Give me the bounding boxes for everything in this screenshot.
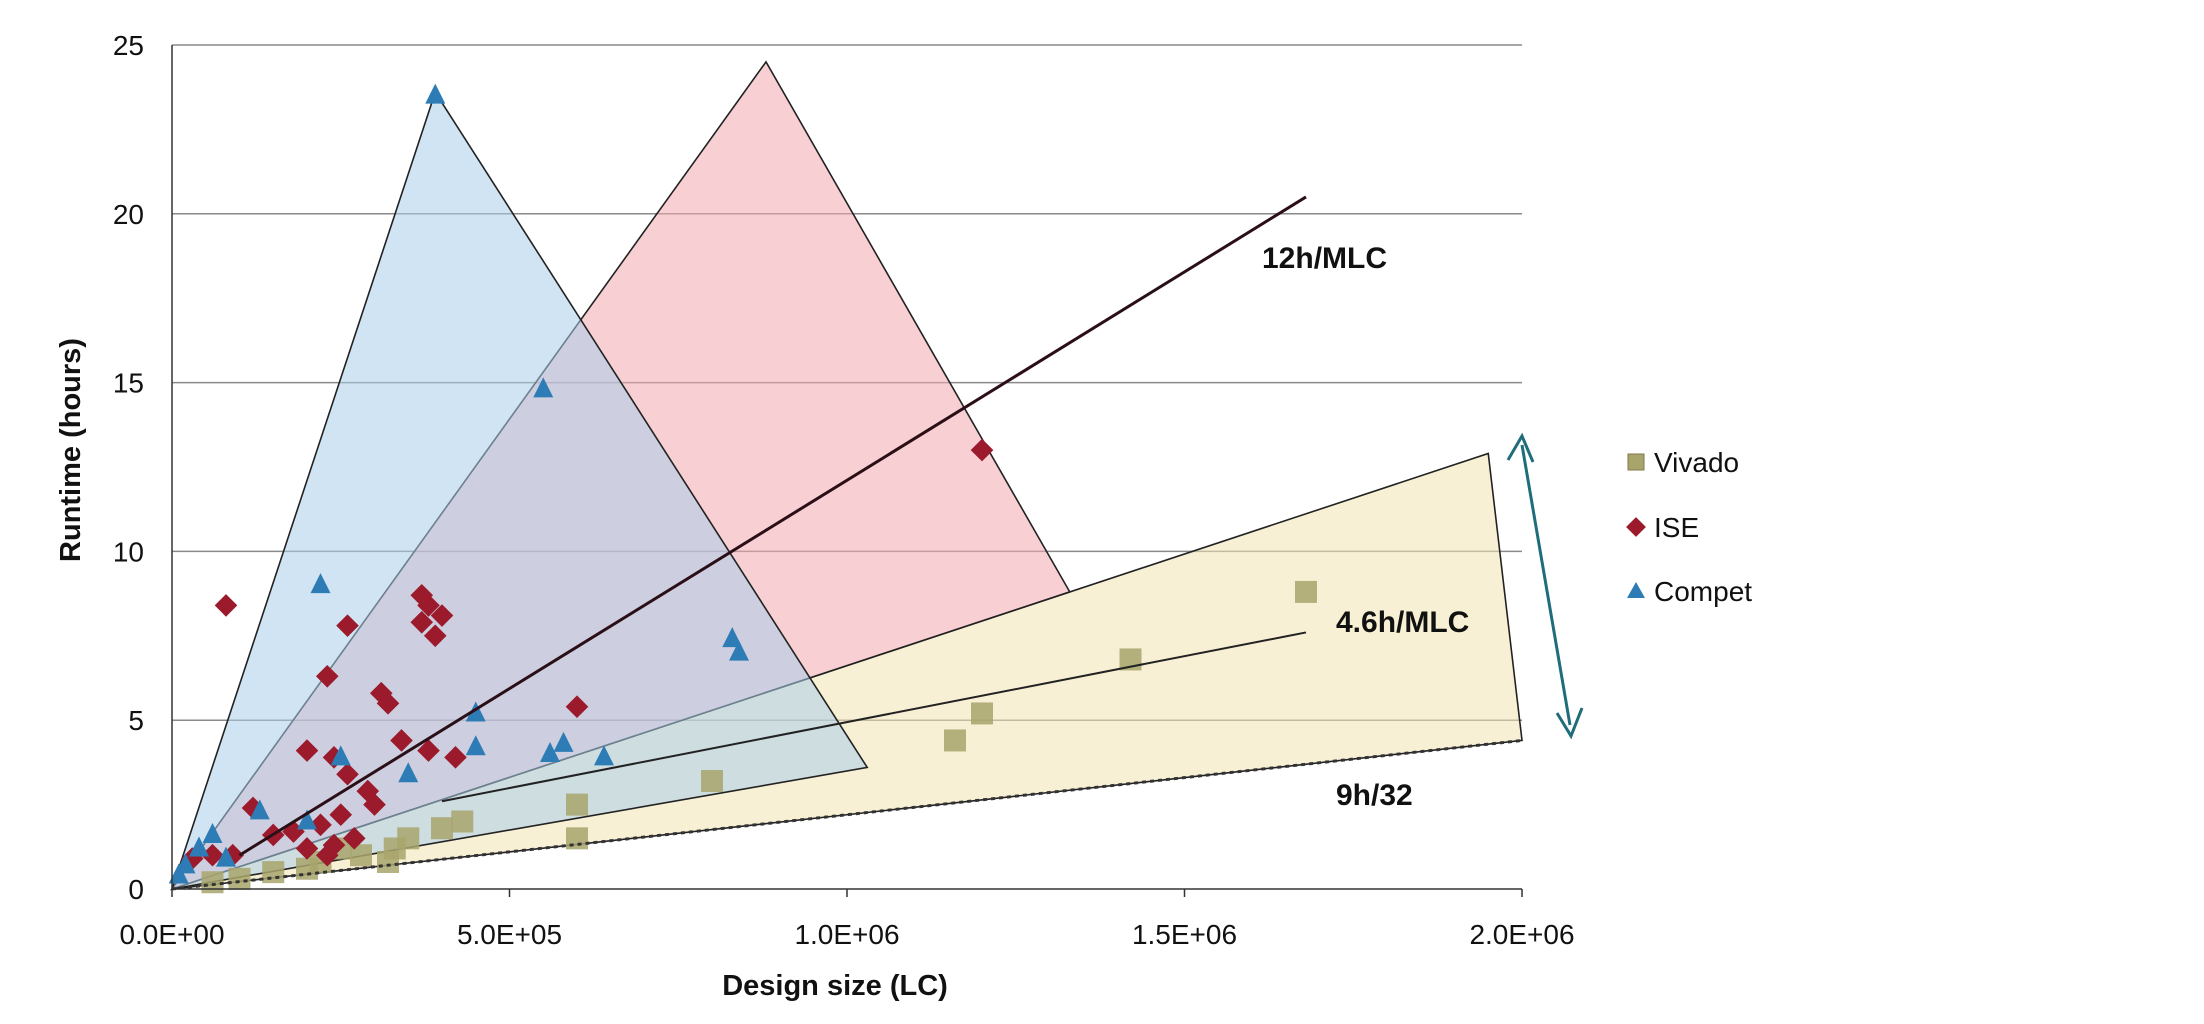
vivado-point-3: [944, 729, 966, 752]
ise-point-3: [417, 594, 440, 617]
y-axis-label: Runtime (hours): [55, 338, 87, 562]
annotation-4-6h: 4.6h/MLC: [1336, 606, 1469, 639]
compet-point-7: [540, 741, 560, 762]
trend-4-6h-line: [441, 631, 1307, 803]
vivado-point-5: [566, 827, 588, 850]
legend-item-ise: ISE: [1626, 512, 1699, 543]
y-tick-label-4: 20: [113, 199, 144, 230]
ise-point-15: [444, 746, 467, 769]
compet-point-10: [330, 745, 351, 766]
vivado-point-8: [431, 817, 453, 840]
vivado-point-15: [296, 857, 318, 880]
compet-point-12: [297, 809, 317, 830]
compet-point-15: [189, 836, 209, 857]
x-tick-label-0: 0.0E+00: [119, 919, 224, 950]
vivado-point-16: [262, 861, 285, 884]
ise-point-11: [565, 695, 589, 719]
compet-point-6: [465, 735, 486, 756]
y-tick-label-2: 10: [113, 536, 144, 567]
axes: [171, 45, 1523, 897]
ise-point-31: [315, 843, 339, 867]
vivado-point-18: [201, 871, 224, 894]
ise-point-30: [295, 837, 319, 860]
ise-point-20: [329, 803, 353, 827]
legend-compet-marker: [1627, 582, 1645, 598]
compet-point-11: [398, 762, 419, 783]
ise-point-5: [410, 610, 434, 634]
compet-point-4: [729, 640, 749, 661]
legend-item-compet: Compet: [1627, 576, 1752, 607]
ise-point-17: [336, 762, 359, 786]
compet-point-18: [216, 846, 236, 867]
compet-point-9: [594, 745, 614, 766]
compet-point-8: [553, 731, 574, 752]
x-tick-label-2: 1.0E+06: [794, 919, 899, 950]
ise-point-8: [315, 664, 339, 688]
compet-point-5: [465, 701, 486, 722]
legend-ise-marker: [1626, 517, 1646, 537]
x-tick-label-4: 2.0E+06: [1469, 919, 1574, 950]
ise-point-14: [417, 739, 440, 762]
compet-point-2: [310, 573, 331, 594]
trend-lines: [171, 195, 1523, 891]
y-tick-label-0: 0: [128, 874, 144, 905]
ise-point-19: [363, 793, 386, 816]
vivado-point-0: [1295, 580, 1317, 603]
ise-point-6: [423, 624, 447, 648]
y-tick-label-5: 25: [113, 30, 144, 61]
vivado-point-7: [451, 810, 474, 833]
ise-point-21: [309, 813, 332, 837]
compet-point-3: [722, 627, 743, 648]
trend-12h-line: [238, 195, 1307, 857]
ise-point-12: [295, 739, 319, 762]
y-tick-label-3: 15: [113, 368, 144, 399]
legend: Vivado ISE Compet: [1626, 447, 1752, 607]
annotation-9h-32: 9h/32: [1336, 779, 1413, 812]
ise-point-16: [390, 729, 413, 752]
vivado-point-2: [971, 702, 993, 725]
ise-point-23: [342, 827, 366, 850]
compet-point-0: [425, 83, 446, 104]
legend-vivado-label: Vivado: [1654, 447, 1739, 478]
ise-point-0: [970, 438, 994, 462]
x-tick-label-1: 5.0E+05: [457, 919, 562, 950]
ise-point-1: [214, 594, 238, 617]
y-tick-label-1: 5: [128, 705, 144, 736]
ise-point-7: [336, 614, 359, 637]
vivado-point-11: [377, 850, 399, 873]
legend-item-vivado: Vivado: [1627, 447, 1739, 478]
shaded-regions: [169, 60, 1523, 891]
legend-vivado-marker: [1627, 453, 1645, 471]
ise-point-4: [430, 604, 454, 627]
trend-9h-dotted-line: [171, 738, 1523, 891]
legend-compet-label: Compet: [1654, 576, 1752, 607]
compet-point-17: [168, 863, 189, 884]
vivado-point-17: [228, 867, 251, 890]
legend-ise-label: ISE: [1654, 512, 1699, 543]
x-axis-label: Design size (LC): [722, 970, 948, 1002]
vivado-point-4: [701, 769, 723, 792]
vivado-point-6: [566, 793, 588, 816]
range-double-arrow: [1506, 432, 1584, 740]
vivado-point-12: [350, 844, 372, 867]
annotation-12h: 12h/MLC: [1262, 242, 1387, 275]
compet-point-1: [533, 377, 554, 398]
x-tick-label-3: 1.5E+06: [1132, 919, 1237, 950]
compet-point-14: [202, 822, 223, 843]
compet-region: [170, 90, 869, 891]
compet-point-13: [249, 799, 270, 820]
tick-labels: 0 5 10 15 20 25 0.0E+00 5.0E+05 1.0E+06 1.5E+06 2.…: [113, 30, 1575, 950]
ise-point-10: [376, 692, 400, 715]
